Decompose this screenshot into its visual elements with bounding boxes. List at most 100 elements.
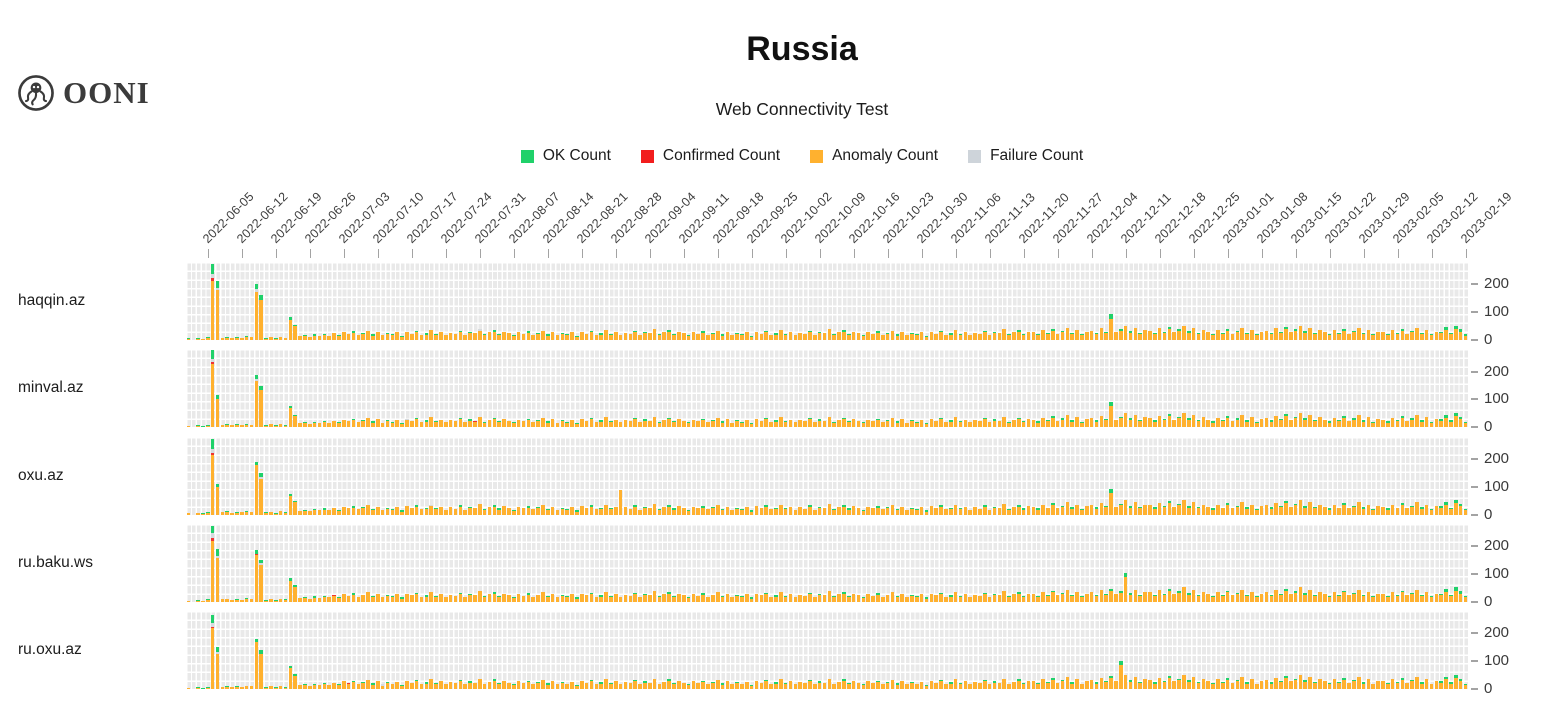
bar-oxu.az-day-223[interactable] <box>1269 507 1274 515</box>
bar-minval.az-day-126[interactable] <box>798 420 803 428</box>
bar-ru.baku.ws-day-258[interactable] <box>1439 593 1444 602</box>
bar-ru.oxu.az-day-83[interactable] <box>589 680 594 690</box>
bar-oxu.az-day-224[interactable] <box>1274 502 1278 515</box>
bar-ru.oxu.az-day-42[interactable] <box>390 683 395 690</box>
bar-oxu.az-day-194[interactable] <box>1128 505 1133 515</box>
bar-ru.baku.ws-day-219[interactable] <box>1250 591 1254 602</box>
bar-haqqin.az-day-233[interactable] <box>1318 329 1322 340</box>
bar-haqqin.az-day-255[interactable] <box>1424 329 1429 340</box>
bar-haqqin.az-day-51[interactable] <box>434 333 438 340</box>
bar-ru.oxu.az-day-244[interactable] <box>1371 683 1376 690</box>
bar-ru.baku.ws-day-199[interactable] <box>1152 594 1157 602</box>
bar-oxu.az-day-9[interactable] <box>230 512 234 515</box>
bar-ru.oxu.az-day-142[interactable] <box>876 680 880 690</box>
bar-minval.az-day-165[interactable] <box>987 422 992 428</box>
bar-oxu.az-day-3[interactable] <box>201 513 205 515</box>
bar-ru.oxu.az-day-149[interactable] <box>910 682 914 690</box>
bar-oxu.az-day-258[interactable] <box>1439 506 1444 515</box>
bar-minval.az-day-125[interactable] <box>793 422 798 428</box>
bar-minval.az-day-133[interactable] <box>832 421 837 428</box>
bar-ru.oxu.az-day-25[interactable] <box>308 685 312 690</box>
bar-oxu.az-day-212[interactable] <box>1216 504 1220 515</box>
bar-ru.baku.ws-day-173[interactable] <box>1026 593 1031 602</box>
bar-oxu.az-day-53[interactable] <box>443 509 448 515</box>
bar-minval.az-day-241[interactable] <box>1356 415 1361 428</box>
bar-oxu.az-day-82[interactable] <box>584 508 589 515</box>
bar-ru.oxu.az-day-137[interactable] <box>851 680 856 690</box>
bar-minval.az-day-101[interactable] <box>677 418 681 428</box>
bar-ru.oxu.az-day-35[interactable] <box>356 683 361 690</box>
bar-minval.az-day-90[interactable] <box>623 420 628 428</box>
bar-ru.oxu.az-day-78[interactable] <box>565 683 569 690</box>
bar-haqqin.az-day-70[interactable] <box>526 331 531 340</box>
bar-haqqin.az-day-193[interactable] <box>1123 325 1128 340</box>
bar-ru.baku.ws-day-177[interactable] <box>1046 594 1050 602</box>
bar-oxu.az-day-106[interactable] <box>701 505 705 515</box>
bar-haqqin.az-day-171[interactable] <box>1016 330 1021 340</box>
bar-oxu.az-day-40[interactable] <box>380 509 385 515</box>
bar-ru.baku.ws-day-140[interactable] <box>866 594 871 602</box>
bar-minval.az-day-261[interactable] <box>1454 412 1458 428</box>
bar-oxu.az-day-25[interactable] <box>308 511 312 515</box>
bar-minval.az-day-188[interactable] <box>1099 415 1104 428</box>
bar-ru.baku.ws-day-80[interactable] <box>575 597 579 602</box>
bar-oxu.az-day-66[interactable] <box>507 507 511 515</box>
bar-oxu.az-day-35[interactable] <box>356 509 361 515</box>
bar-ru.baku.ws-day-237[interactable] <box>1337 594 1342 602</box>
bar-minval.az-day-144[interactable] <box>885 420 890 428</box>
bar-ru.baku.ws-day-158[interactable] <box>953 591 958 602</box>
bar-ru.baku.ws-day-189[interactable] <box>1104 593 1108 602</box>
bar-minval.az-day-163[interactable] <box>978 421 982 428</box>
bar-minval.az-day-18[interactable] <box>274 425 278 428</box>
bar-haqqin.az-day-146[interactable] <box>895 334 900 340</box>
bar-ru.baku.ws-day-125[interactable] <box>793 596 798 602</box>
bar-minval.az-day-97[interactable] <box>657 421 662 428</box>
bar-minval.az-day-175[interactable] <box>1036 421 1040 428</box>
bar-oxu.az-day-112[interactable] <box>730 509 735 515</box>
bar-minval.az-day-17[interactable] <box>269 424 273 428</box>
bar-haqqin.az-day-136[interactable] <box>847 333 851 340</box>
bar-haqqin.az-day-40[interactable] <box>380 335 385 340</box>
bar-oxu.az-day-170[interactable] <box>1012 507 1016 515</box>
bar-ru.baku.ws-day-112[interactable] <box>730 597 735 602</box>
bar-haqqin.az-day-199[interactable] <box>1152 332 1157 340</box>
bar-minval.az-day-220[interactable] <box>1254 421 1259 428</box>
bar-minval.az-day-112[interactable] <box>730 422 735 428</box>
bar-ru.oxu.az-day-37[interactable] <box>366 679 370 690</box>
bar-oxu.az-day-6[interactable] <box>215 483 220 515</box>
bar-haqqin.az-day-86[interactable] <box>604 329 608 340</box>
bar-ru.baku.ws-day-191[interactable] <box>1114 594 1118 602</box>
bar-ru.baku.ws-day-206[interactable] <box>1186 593 1191 602</box>
bar-oxu.az-day-45[interactable] <box>405 506 409 515</box>
bar-minval.az-day-237[interactable] <box>1337 420 1342 428</box>
bar-ru.oxu.az-day-10[interactable] <box>235 686 239 690</box>
bar-ru.oxu.az-day-67[interactable] <box>511 684 516 690</box>
bar-haqqin.az-day-32[interactable] <box>341 332 346 340</box>
bar-minval.az-day-50[interactable] <box>429 417 433 428</box>
bar-haqqin.az-day-243[interactable] <box>1366 329 1371 340</box>
bar-haqqin.az-day-220[interactable] <box>1254 334 1259 340</box>
bar-ru.oxu.az-day-134[interactable] <box>837 681 841 690</box>
bar-ru.baku.ws-day-235[interactable] <box>1327 595 1332 602</box>
bar-ru.baku.ws-day-120[interactable] <box>769 596 773 602</box>
bar-haqqin.az-day-16[interactable] <box>264 337 268 340</box>
bar-haqqin.az-day-101[interactable] <box>677 331 681 340</box>
bar-ru.oxu.az-day-129[interactable] <box>813 684 817 690</box>
bar-ru.oxu.az-day-187[interactable] <box>1094 681 1099 690</box>
bar-oxu.az-day-173[interactable] <box>1026 506 1031 515</box>
bar-oxu.az-day-75[interactable] <box>550 506 555 515</box>
bar-oxu.az-day-43[interactable] <box>395 507 399 515</box>
bar-ru.oxu.az-day-49[interactable] <box>424 682 429 690</box>
bar-minval.az-day-197[interactable] <box>1143 417 1147 428</box>
bar-haqqin.az-day-58[interactable] <box>468 331 472 340</box>
bar-ru.baku.ws-day-17[interactable] <box>269 598 273 602</box>
bar-ru.oxu.az-day-231[interactable] <box>1308 676 1312 690</box>
bar-oxu.az-day-88[interactable] <box>613 506 618 515</box>
bar-ru.baku.ws-day-15[interactable] <box>259 560 264 602</box>
bar-oxu.az-day-177[interactable] <box>1046 507 1050 515</box>
bar-oxu.az-day-228[interactable] <box>1293 504 1298 515</box>
bar-ru.oxu.az-day-133[interactable] <box>832 683 837 690</box>
bar-minval.az-day-87[interactable] <box>609 421 613 428</box>
bar-ru.oxu.az-day-225[interactable] <box>1279 680 1283 690</box>
bar-ru.oxu.az-day-198[interactable] <box>1148 679 1152 690</box>
